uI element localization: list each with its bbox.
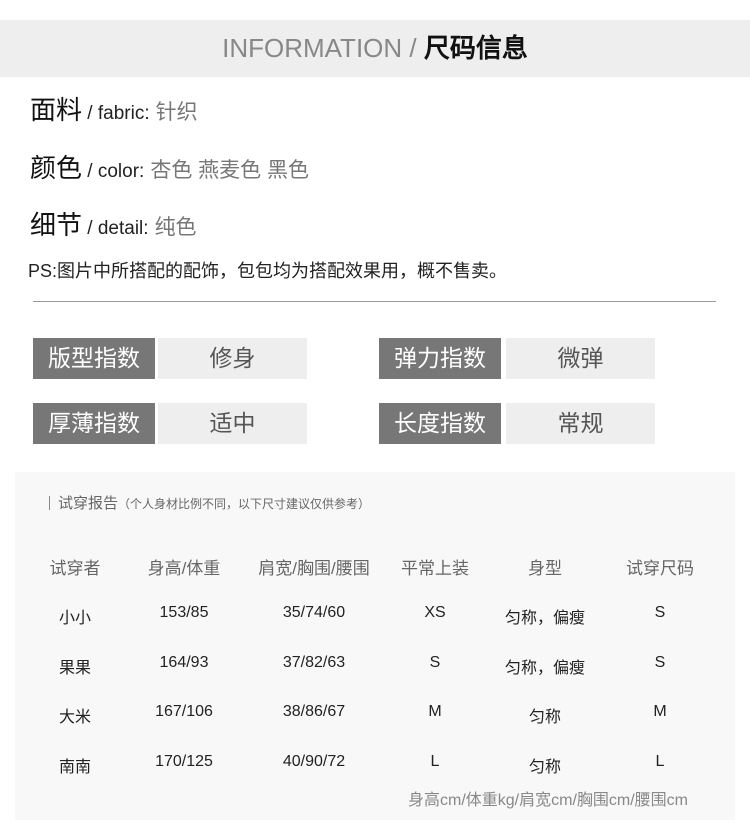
column-header: 身高/体重: [147, 559, 221, 578]
attr-label: 颜色: [30, 153, 83, 183]
header-en: INFORMATION /: [222, 33, 417, 63]
index-value: 适中: [158, 403, 307, 444]
table-cell: M: [428, 703, 442, 720]
table-cell: L: [430, 753, 440, 770]
index-value: 修身: [158, 338, 307, 379]
table-cell: S: [429, 654, 441, 671]
column-header: 平常上装: [401, 559, 469, 578]
attr-value: 针织: [155, 101, 198, 124]
table-cell: 匀称: [528, 709, 562, 726]
index-value: 微弹: [506, 338, 655, 379]
table-cell: 南南: [58, 759, 92, 776]
attr-value: 纯色: [154, 216, 197, 239]
attr-label: 面料: [30, 95, 83, 125]
column-header: 身型: [528, 559, 562, 578]
title-text: 试穿报告: [58, 495, 119, 512]
index-label: 版型指数: [33, 338, 155, 379]
header-cn: 尺码信息: [423, 33, 528, 63]
table-cell: 40/90/72: [282, 753, 346, 770]
table-cell: 大米: [58, 709, 92, 726]
column-header: 肩宽/胸围/腰围: [258, 559, 370, 578]
table-cell: 匀称，偏瘦: [504, 610, 586, 627]
table-cell: 果果: [58, 660, 92, 677]
title-bar: [49, 496, 50, 510]
attr-sub: / fabric:: [87, 103, 150, 124]
table-cell: 170/125: [155, 753, 213, 770]
attribute-fabric: 面料 / fabric: 针织: [30, 90, 198, 127]
table-cell: 小小: [58, 610, 92, 627]
column-header: 试穿尺码: [626, 559, 694, 578]
attr-value: 杏色 燕麦色 黑色: [150, 159, 309, 182]
attribute-detail: 细节 / detail: 纯色: [30, 205, 197, 242]
table-cell: M: [653, 703, 667, 720]
table-cell: XS: [424, 604, 446, 621]
table-cell: 167/106: [155, 703, 213, 720]
table-cell: 匀称: [528, 759, 562, 776]
ps-note: PS:图片中所搭配的配饰，包包均为搭配效果用，概不售卖。: [28, 261, 508, 281]
table-cell: 匀称，偏瘦: [504, 660, 586, 677]
table-cell: 37/82/63: [282, 654, 346, 671]
units-note: 身高cm/体重kg/肩宽cm/胸围cm/腰围cm: [408, 792, 688, 809]
table-cell: L: [655, 753, 665, 770]
table-cell: S: [654, 654, 666, 671]
index-value: 常规: [506, 403, 655, 444]
index-label: 弹力指数: [379, 338, 501, 379]
attribute-color: 颜色 / color: 杏色 燕麦色 黑色: [30, 148, 309, 185]
table-cell: 35/74/60: [282, 604, 346, 621]
table-cell: 153/85: [159, 604, 209, 621]
attr-label: 细节: [30, 210, 83, 240]
table-cell: 164/93: [159, 654, 209, 671]
table-cell: 38/86/67: [282, 703, 346, 720]
section-header: INFORMATION / 尺码信息: [0, 20, 750, 77]
column-header: 试穿者: [49, 559, 101, 578]
index-label: 厚薄指数: [33, 403, 155, 444]
title-subtitle: （个人身材比例不同，以下尺寸建议仅供参考）: [118, 497, 371, 511]
fit-report-title: 试穿报告（个人身材比例不同，以下尺寸建议仅供参考）: [49, 492, 370, 513]
attr-sub: / color:: [87, 161, 145, 182]
fit-report: 试穿报告（个人身材比例不同，以下尺寸建议仅供参考） 身高cm/体重kg/肩宽cm…: [15, 472, 735, 820]
index-label: 长度指数: [379, 403, 501, 444]
divider: [33, 301, 716, 302]
table-cell: S: [654, 604, 666, 621]
attr-sub: / detail:: [87, 218, 149, 239]
